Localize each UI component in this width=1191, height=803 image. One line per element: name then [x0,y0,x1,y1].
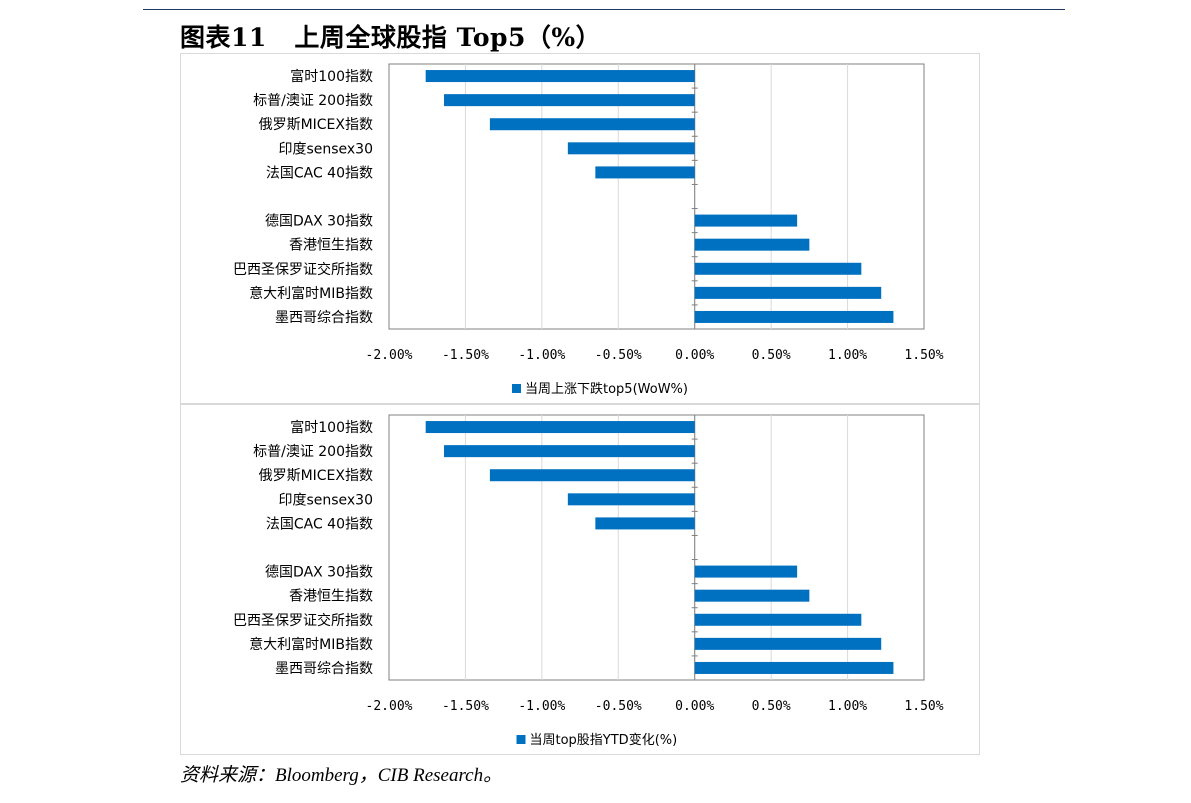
category-label: 德国DAX 30指数 [265,214,373,230]
category-label: 巴西圣保罗证交所指数 [233,261,373,278]
category-label: 意大利富时MIB指数 [249,636,373,653]
plot-area [388,63,925,330]
chart-panel-ytd: -2.00% -1.50% -1.00% -0.50% 0.00% 0.50% 1.00% 1… [180,404,980,755]
bar [694,310,894,323]
category-label: 香港恒生指数 [289,238,373,254]
category-label: 印度sensex30 [278,492,373,508]
x-tick-label: -2.00% [366,699,413,714]
bar [425,421,695,434]
source-note: 资料来源：Bloomberg，CIB Research。 [180,765,503,786]
bar [567,142,695,155]
x-tick-label: 1.50% [904,699,943,714]
category-label: 标普/澳证 200指数 [253,444,373,460]
chart-panel-wow: -2.00% -1.50% -1.00% -0.50% 0.00% 0.50% 1.00% 1… [180,53,980,404]
figure-title: 图表11 上周全球股指 Top5（%） [180,23,602,52]
bar [694,637,882,650]
bar [595,166,695,179]
category-label: 俄罗斯MICEX指数 [259,468,373,484]
x-tick-label: 1.00% [828,348,867,363]
category-label: 俄罗斯MICEX指数 [259,117,373,133]
chart-ytd: -2.00% -1.50% -1.00% -0.50% 0.00% 0.50% 1.00% 1… [233,414,944,748]
bar [694,238,810,251]
category-label: 法国CAC 40指数 [266,516,373,532]
chart-wow: -2.00% -1.50% -1.00% -0.50% 0.00% 0.50% 1.00% 1… [233,63,944,397]
x-tick-label: -0.50% [595,699,642,714]
category-label: 法国CAC 40指数 [266,165,373,181]
x-tick-label: 0.50% [752,348,791,363]
category-label: 巴西圣保罗证交所指数 [233,612,373,629]
x-tick-label: 0.50% [752,699,791,714]
bar [694,286,882,299]
x-tick-label: 0.00% [675,699,714,714]
category-label: 富时100指数 [290,419,373,436]
category-label: 墨西哥综合指数 [275,310,373,326]
category-label: 墨西哥综合指数 [275,661,373,677]
category-label: 德国DAX 30指数 [265,565,373,581]
category-label: 香港恒生指数 [289,589,373,605]
x-tick-label: -0.50% [595,348,642,363]
bar [567,493,695,506]
bar [489,118,695,131]
x-tick-label: -2.00% [366,348,413,363]
bar [694,565,798,578]
bar [694,262,862,275]
bar [694,214,798,227]
bar [595,517,695,530]
legend: 当周top股指YTD变化(%) [516,732,678,748]
bar [694,613,862,626]
x-tick-label: 1.50% [904,348,943,363]
x-tick-label: 0.00% [675,348,714,363]
bar [444,94,695,107]
category-label: 印度sensex30 [278,141,373,157]
legend-swatch [516,735,526,744]
bar [694,661,894,674]
legend: 当周上涨下跌top5(WoW%) [512,381,688,397]
legend-swatch [512,384,521,393]
legend-label: 当周上涨下跌top5(WoW%) [525,381,688,397]
legend-label: 当周top股指YTD变化(%) [530,732,678,748]
x-tick-label: -1.50% [442,348,489,363]
x-tick-label: -1.00% [518,699,565,714]
category-label: 标普/澳证 200指数 [253,93,373,109]
bar [694,589,810,602]
x-tick-label: -1.00% [518,348,565,363]
category-label: 意大利富时MIB指数 [249,285,373,302]
bar [489,469,695,482]
top-rule [143,9,1065,10]
x-tick-label: -1.50% [442,699,489,714]
bar [425,70,695,83]
bar [444,445,695,458]
x-tick-label: 1.00% [828,699,867,714]
plot-area [388,414,925,681]
category-label: 富时100指数 [290,68,373,85]
